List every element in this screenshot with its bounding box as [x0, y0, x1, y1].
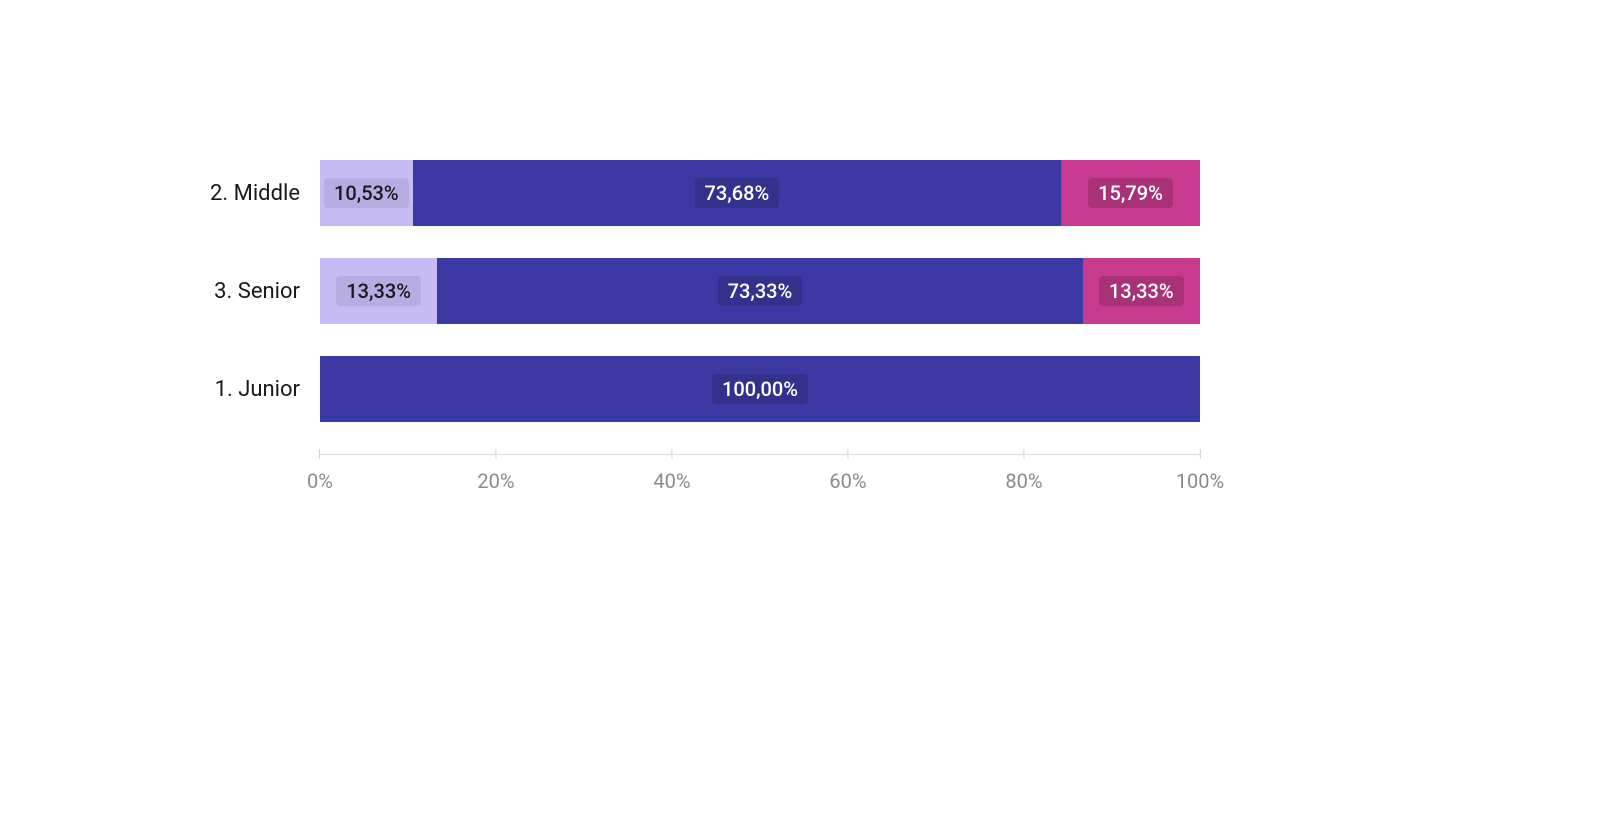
bars-wrapper: 2. Middle 10,53% 73,68% 15,79% 3. Senior…	[200, 160, 1200, 422]
stacked-bar-chart: 2. Middle 10,53% 73,68% 15,79% 3. Senior…	[200, 160, 1200, 504]
bar-segment-series-1: 73,33%	[437, 258, 1082, 324]
bar-segment-series-2: 13,33%	[1083, 258, 1200, 324]
tick-mark	[1200, 449, 1201, 459]
segment-value-label: 13,33%	[1099, 276, 1184, 306]
bar-track: 10,53% 73,68% 15,79%	[320, 160, 1200, 226]
bar-segment-series-1: 73,68%	[413, 160, 1061, 226]
x-tick: 80%	[1005, 449, 1042, 493]
bar-row: 2. Middle 10,53% 73,68% 15,79%	[200, 160, 1200, 226]
bar-segment-series-1: 100,00%	[320, 356, 1200, 422]
segment-value-label: 10,53%	[324, 178, 409, 208]
tick-label: 20%	[477, 469, 514, 493]
segment-value-label: 100,00%	[712, 374, 808, 404]
bar-row: 1. Junior 100,00%	[200, 356, 1200, 422]
bar-segment-series-0: 10,53%	[320, 160, 413, 226]
x-axis: 0% 20% 40% 60% 80% 100%	[320, 454, 1200, 504]
bar-segment-series-0: 13,33%	[320, 258, 437, 324]
segment-value-label: 73,68%	[695, 178, 780, 208]
category-label: 3. Senior	[200, 279, 320, 304]
category-label: 2. Middle	[200, 181, 320, 206]
bar-track: 100,00%	[320, 356, 1200, 422]
x-tick: 0%	[307, 449, 333, 493]
tick-mark	[495, 449, 496, 459]
bar-row: 3. Senior 13,33% 73,33% 13,33%	[200, 258, 1200, 324]
tick-mark	[319, 449, 320, 459]
x-tick: 100%	[1176, 449, 1224, 493]
tick-label: 60%	[829, 469, 866, 493]
segment-value-label: 15,79%	[1088, 178, 1173, 208]
segment-value-label: 13,33%	[336, 276, 421, 306]
bar-track: 13,33% 73,33% 13,33%	[320, 258, 1200, 324]
category-label: 1. Junior	[200, 377, 320, 402]
segment-value-label: 73,33%	[718, 276, 803, 306]
tick-mark	[847, 449, 848, 459]
tick-label: 0%	[307, 469, 333, 493]
tick-mark	[671, 449, 672, 459]
tick-mark	[1023, 449, 1024, 459]
x-tick: 60%	[829, 449, 866, 493]
bar-segment-series-2: 15,79%	[1061, 160, 1200, 226]
tick-label: 80%	[1005, 469, 1042, 493]
tick-label: 100%	[1176, 469, 1224, 493]
x-tick: 40%	[653, 449, 690, 493]
tick-label: 40%	[653, 469, 690, 493]
x-tick: 20%	[477, 449, 514, 493]
